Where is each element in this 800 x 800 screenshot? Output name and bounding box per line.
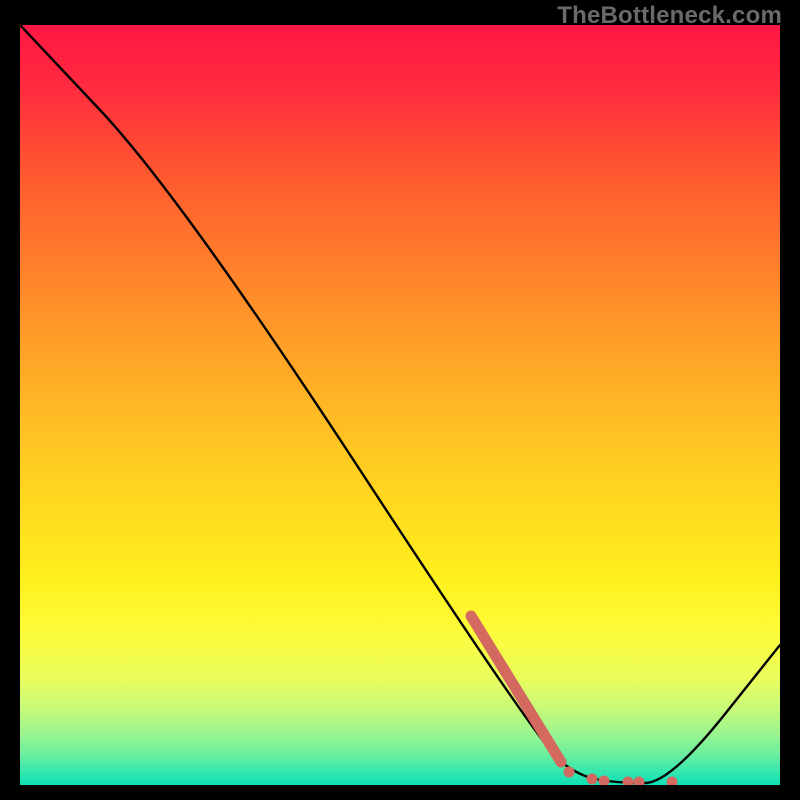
plot-area: [20, 25, 780, 785]
bottleneck-chart: [20, 25, 780, 785]
chart-frame: TheBottleneck.com: [0, 0, 800, 800]
gradient-background: [20, 25, 780, 785]
